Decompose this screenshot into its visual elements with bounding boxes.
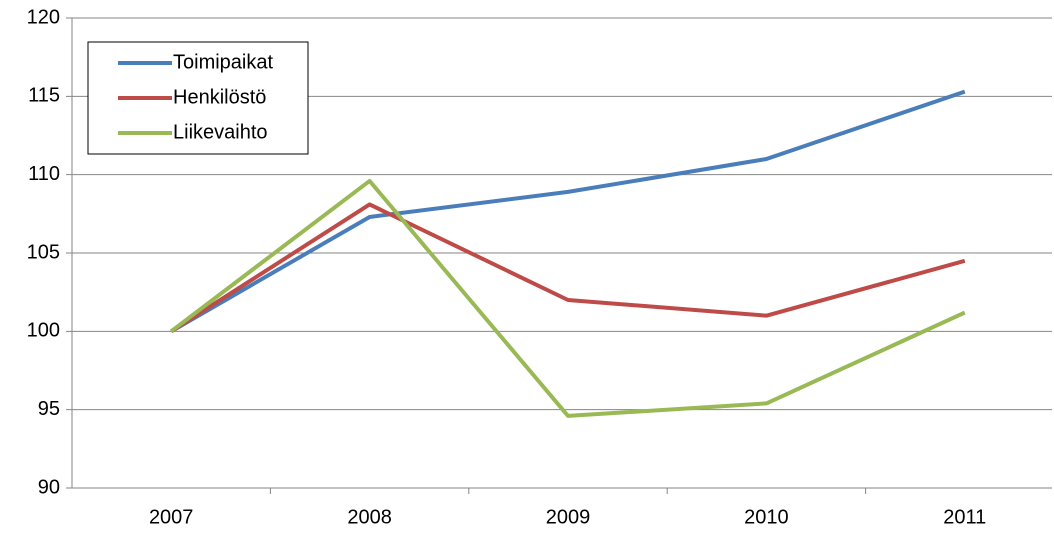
legend-label: Henkilöstö bbox=[173, 86, 266, 108]
line-series bbox=[169, 178, 966, 418]
y-tick-label: 95 bbox=[38, 398, 60, 420]
line-series bbox=[170, 89, 966, 334]
x-tick-label: 2011 bbox=[943, 506, 986, 528]
y-tick-label: 115 bbox=[28, 85, 60, 107]
x-tick-label: 2009 bbox=[546, 506, 591, 528]
y-tick-label: 120 bbox=[27, 6, 60, 28]
x-tick-label: 2010 bbox=[744, 506, 789, 528]
x-tick-label: 2007 bbox=[149, 506, 194, 528]
y-tick-label: 100 bbox=[27, 320, 60, 342]
legend-label: Liikevaihto bbox=[173, 121, 268, 143]
line-series bbox=[170, 202, 966, 334]
y-tick-label: 90 bbox=[38, 476, 60, 498]
y-tick-label: 110 bbox=[28, 163, 60, 185]
legend-label: Toimipaikat bbox=[173, 51, 273, 73]
x-tick-label: 2008 bbox=[347, 506, 392, 528]
y-tick-label: 105 bbox=[27, 241, 60, 263]
